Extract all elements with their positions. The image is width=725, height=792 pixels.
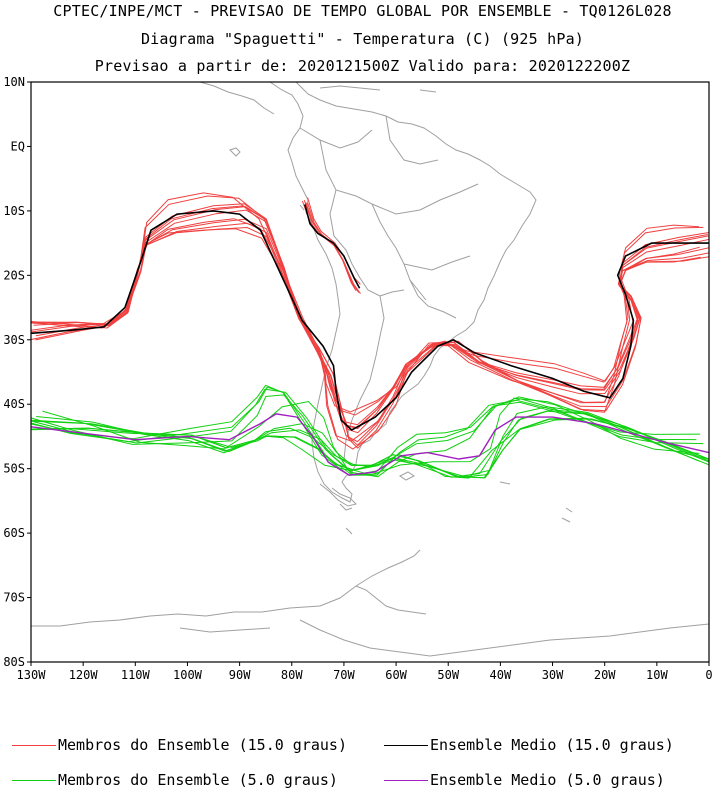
legend-members-15-label: Membros do Ensemble (15.0 graus) — [58, 736, 347, 754]
falklands — [399, 471, 511, 485]
legend-mean-15: Ensemble Medio (15.0 graus) — [384, 736, 674, 754]
small-islands — [299, 204, 573, 535]
mean-15-andes-line — [304, 204, 361, 289]
y-tick-label: 30S — [3, 333, 25, 347]
member-5-line — [31, 394, 700, 478]
y-tick-label: 20S — [3, 268, 25, 282]
y-tick-label: 50S — [3, 462, 25, 476]
y-tick-label: EQ — [11, 139, 25, 153]
legend-swatch-red — [12, 744, 56, 746]
legend-members-5: Membros do Ensemble (5.0 graus) — [12, 771, 338, 789]
x-tick-label: 60W — [385, 668, 407, 682]
member-5-line — [36, 406, 709, 477]
south-america-coast — [269, 82, 537, 503]
legend-members-15: Membros do Ensemble (15.0 graus) — [12, 736, 347, 754]
member-15-andes-line — [305, 202, 360, 293]
y-tick-label: 60S — [3, 526, 25, 540]
coastlines — [31, 82, 709, 657]
series-layer — [31, 192, 709, 479]
title-line-3: Previsao a partir de: 2020121500Z Valido… — [94, 57, 631, 75]
title-line-1: CPTEC/INPE/MCT - PREVISAO DE TEMPO GLOBA… — [53, 2, 672, 20]
y-tick-label: 70S — [3, 591, 25, 605]
x-tick-label: 80W — [281, 668, 303, 682]
y-axis: 10N EQ 10S 20S 30S 40S 50S 60S 70S 80S — [3, 75, 31, 669]
member-15-andes-line — [307, 197, 361, 285]
y-tick-label: 80S — [3, 655, 25, 669]
mean-15-line — [31, 210, 709, 431]
x-tick-label: 130W — [17, 668, 47, 682]
y-tick-label: 40S — [3, 397, 25, 411]
mean-5-line — [31, 413, 709, 476]
legend-mean-5: Ensemble Medio (5.0 graus) — [384, 771, 665, 789]
legend-members-5-label: Membros do Ensemble (5.0 graus) — [58, 771, 338, 789]
x-tick-label: 10W — [646, 668, 668, 682]
plot-frame — [30, 81, 710, 663]
x-tick-label: 30W — [542, 668, 564, 682]
x-tick-label: 90W — [229, 668, 251, 682]
x-tick-label: 40W — [490, 668, 512, 682]
galapagos — [229, 147, 241, 157]
member-15-line — [33, 209, 709, 434]
country-borders — [299, 115, 479, 461]
legend-swatch-green — [12, 779, 56, 781]
member-15-line — [31, 205, 708, 429]
x-tick-label: 50W — [437, 668, 459, 682]
member-15-line — [35, 222, 709, 446]
legend-mean-15-label: Ensemble Medio (15.0 graus) — [430, 736, 674, 754]
legend-swatch-purple — [384, 779, 428, 781]
central-america-coast — [199, 82, 437, 115]
x-tick-label: 110W — [121, 668, 151, 682]
legend-mean-5-label: Ensemble Medio (5.0 graus) — [430, 771, 665, 789]
y-tick-label: 10S — [3, 204, 25, 218]
member-15-line — [31, 228, 701, 450]
legend-swatch-black — [384, 744, 428, 746]
x-tick-label: 70W — [333, 668, 355, 682]
member-15-line — [32, 206, 709, 430]
member-15-line — [35, 226, 709, 449]
x-tick-label: 0 — [705, 668, 712, 682]
title-line-2: Diagrama "Spaguetti" - Temperatura (C) (… — [140, 30, 585, 48]
member-5-line — [42, 397, 709, 476]
y-tick-label: 10N — [3, 75, 25, 89]
x-tick-label: 120W — [69, 668, 99, 682]
x-axis: 130W 120W 110W 100W 90W 80W 70W 60W 50W 40W 30W 20W… — [17, 662, 713, 682]
member-5-line — [31, 388, 704, 476]
member-15-line — [31, 203, 709, 426]
x-tick-label: 100W — [173, 668, 203, 682]
tierra-del-fuego — [319, 483, 357, 511]
member-5-line — [31, 384, 701, 476]
member-15-andes-line — [307, 203, 361, 294]
member-15-line — [31, 192, 700, 413]
x-tick-label: 20W — [594, 668, 616, 682]
antarctica-coast — [31, 549, 709, 657]
